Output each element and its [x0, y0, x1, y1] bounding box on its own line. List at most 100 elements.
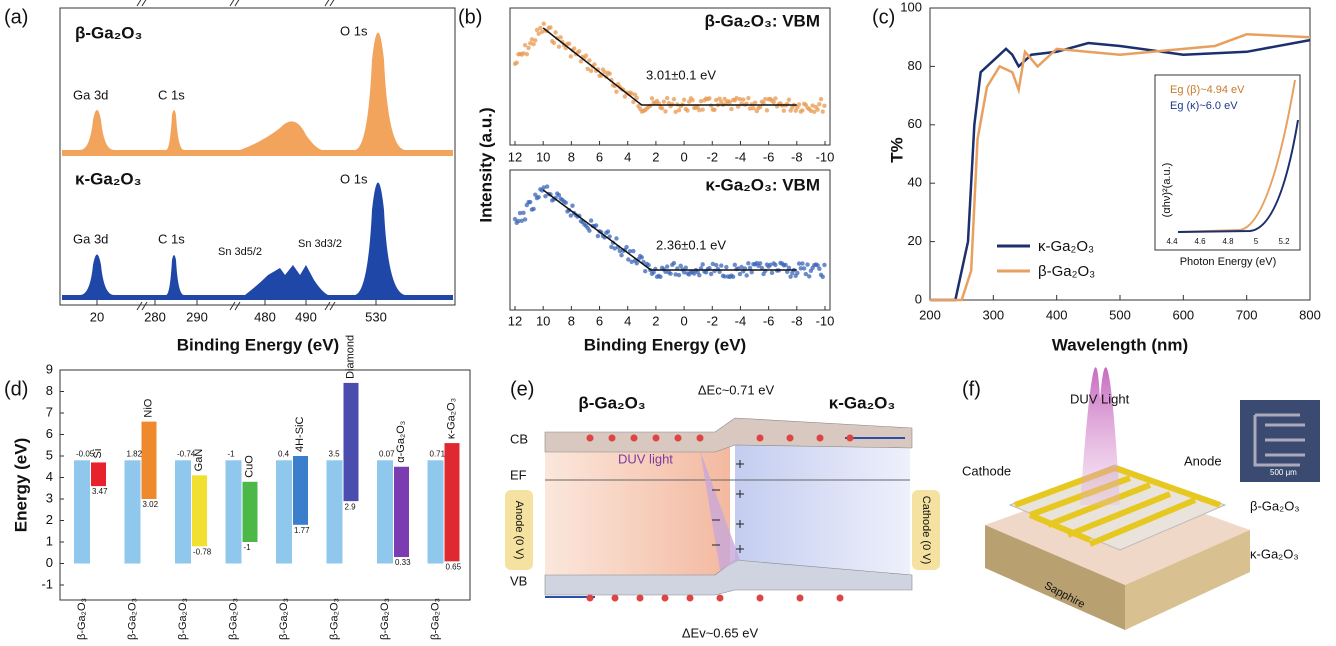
layer-label: κ-Ga₂O₃ — [1250, 546, 1299, 561]
spectrum-kappa — [62, 182, 453, 300]
category-label: β-Ga₂O₃ — [177, 598, 189, 640]
offset-label: 3.5 — [329, 449, 341, 458]
data-point — [622, 94, 628, 99]
data-point — [539, 29, 545, 35]
axis-title: T% — [887, 137, 906, 163]
data-point — [646, 262, 651, 268]
panel-label: (d) — [4, 378, 28, 400]
x-tick-label: 0 — [680, 313, 687, 328]
cathode-pad — [912, 490, 940, 570]
material-label: Diamond — [344, 335, 356, 379]
data-point — [673, 109, 678, 115]
data-point — [605, 229, 611, 234]
data-point — [807, 274, 812, 279]
data-point — [671, 97, 677, 102]
x-tick-label: -4 — [735, 149, 747, 164]
data-point — [548, 25, 553, 30]
axis-title: Wavelength (nm) — [1052, 335, 1188, 354]
data-point — [763, 96, 768, 102]
inset-axis-title: Photon Energy (eV) — [1180, 256, 1277, 268]
data-point — [512, 216, 518, 222]
data-point — [803, 271, 809, 277]
y-tick-label: 4 — [46, 469, 53, 484]
data-point — [593, 223, 599, 228]
data-point — [541, 185, 546, 190]
y-tick-label: 20 — [908, 233, 922, 248]
data-point — [747, 265, 753, 271]
x-tick-label: 530 — [365, 309, 387, 324]
offset-label: 3.47 — [92, 487, 108, 496]
data-point — [614, 236, 619, 241]
category-label: β-Ga₂O₃ — [379, 598, 391, 640]
offset-label: 0.4 — [278, 449, 290, 458]
substrate-side — [985, 525, 1125, 630]
reference-bar — [124, 460, 141, 564]
x-tick-label: 200 — [919, 307, 941, 322]
anode-pad — [505, 490, 533, 570]
peak-label: O 1s — [340, 23, 368, 38]
offset-label: 0.07 — [379, 449, 395, 458]
x-tick-label: 8 — [568, 313, 575, 328]
data-point — [788, 274, 793, 279]
data-point — [631, 248, 636, 254]
category-label: β-Ga₂O₃ — [278, 598, 290, 640]
data-point — [796, 261, 802, 266]
panel-b: (b) Intensity (a.u.) Binding Energy (eV)… — [458, 6, 834, 354]
data-point — [732, 262, 738, 267]
spectrum-beta — [62, 32, 453, 156]
material-label: κ-Ga₂O₃ — [829, 393, 895, 412]
data-point — [543, 194, 548, 199]
data-point — [734, 95, 739, 101]
annotation: 3.01±0.1 eV — [646, 67, 716, 82]
data-point — [619, 252, 624, 258]
partner-bar — [293, 456, 308, 525]
x-tick-label: 600 — [1172, 307, 1194, 322]
data-point — [708, 271, 714, 277]
data-point — [531, 41, 536, 47]
category-label: β-Ga₂O₃ — [429, 598, 441, 640]
data-point — [529, 37, 535, 42]
band-label: VB — [510, 573, 527, 588]
data-point — [808, 108, 814, 114]
data-point — [714, 262, 719, 268]
region-beta — [545, 435, 730, 590]
peak-label: C 1s — [158, 87, 185, 102]
data-point — [820, 274, 825, 280]
data-point — [815, 263, 820, 268]
panel-label: (c) — [872, 6, 895, 28]
data-point — [602, 69, 607, 75]
peak-label: Sn 3d3/2 — [298, 238, 342, 250]
offset-label: -0.74 — [177, 449, 196, 458]
data-point — [583, 53, 589, 58]
data-point — [729, 106, 734, 112]
data-point — [724, 264, 729, 270]
y-tick-label: 6 — [46, 426, 53, 441]
data-point — [805, 262, 810, 267]
panel-a: (a) β-Ga₂O₃ Ga 3d C 1s O 1s κ-Ga₂O₃ Ga 3… — [4, 0, 456, 354]
data-point — [697, 273, 702, 278]
data-point — [626, 257, 631, 262]
data-point — [521, 210, 526, 216]
data-point — [517, 210, 523, 216]
x-tick-label: 6 — [596, 149, 603, 164]
data-point — [531, 206, 536, 212]
data-point — [571, 46, 577, 51]
data-point — [627, 249, 633, 254]
data-point — [534, 27, 540, 33]
electrode-label: Cathode — [962, 463, 1011, 478]
offset-label: 2.9 — [345, 502, 357, 511]
data-point — [659, 106, 665, 111]
series-line — [930, 38, 1311, 302]
band-label: EF — [510, 467, 527, 482]
data-point — [556, 44, 562, 49]
data-point — [563, 200, 568, 205]
data-point — [551, 40, 557, 46]
axis-title: Binding Energy (eV) — [177, 335, 339, 354]
electrode-label: Cathode (0 V) — [920, 496, 932, 564]
data-point — [817, 266, 822, 271]
data-point — [634, 261, 639, 266]
data-point — [632, 92, 638, 97]
data-point — [752, 100, 758, 105]
data-point — [744, 273, 749, 278]
